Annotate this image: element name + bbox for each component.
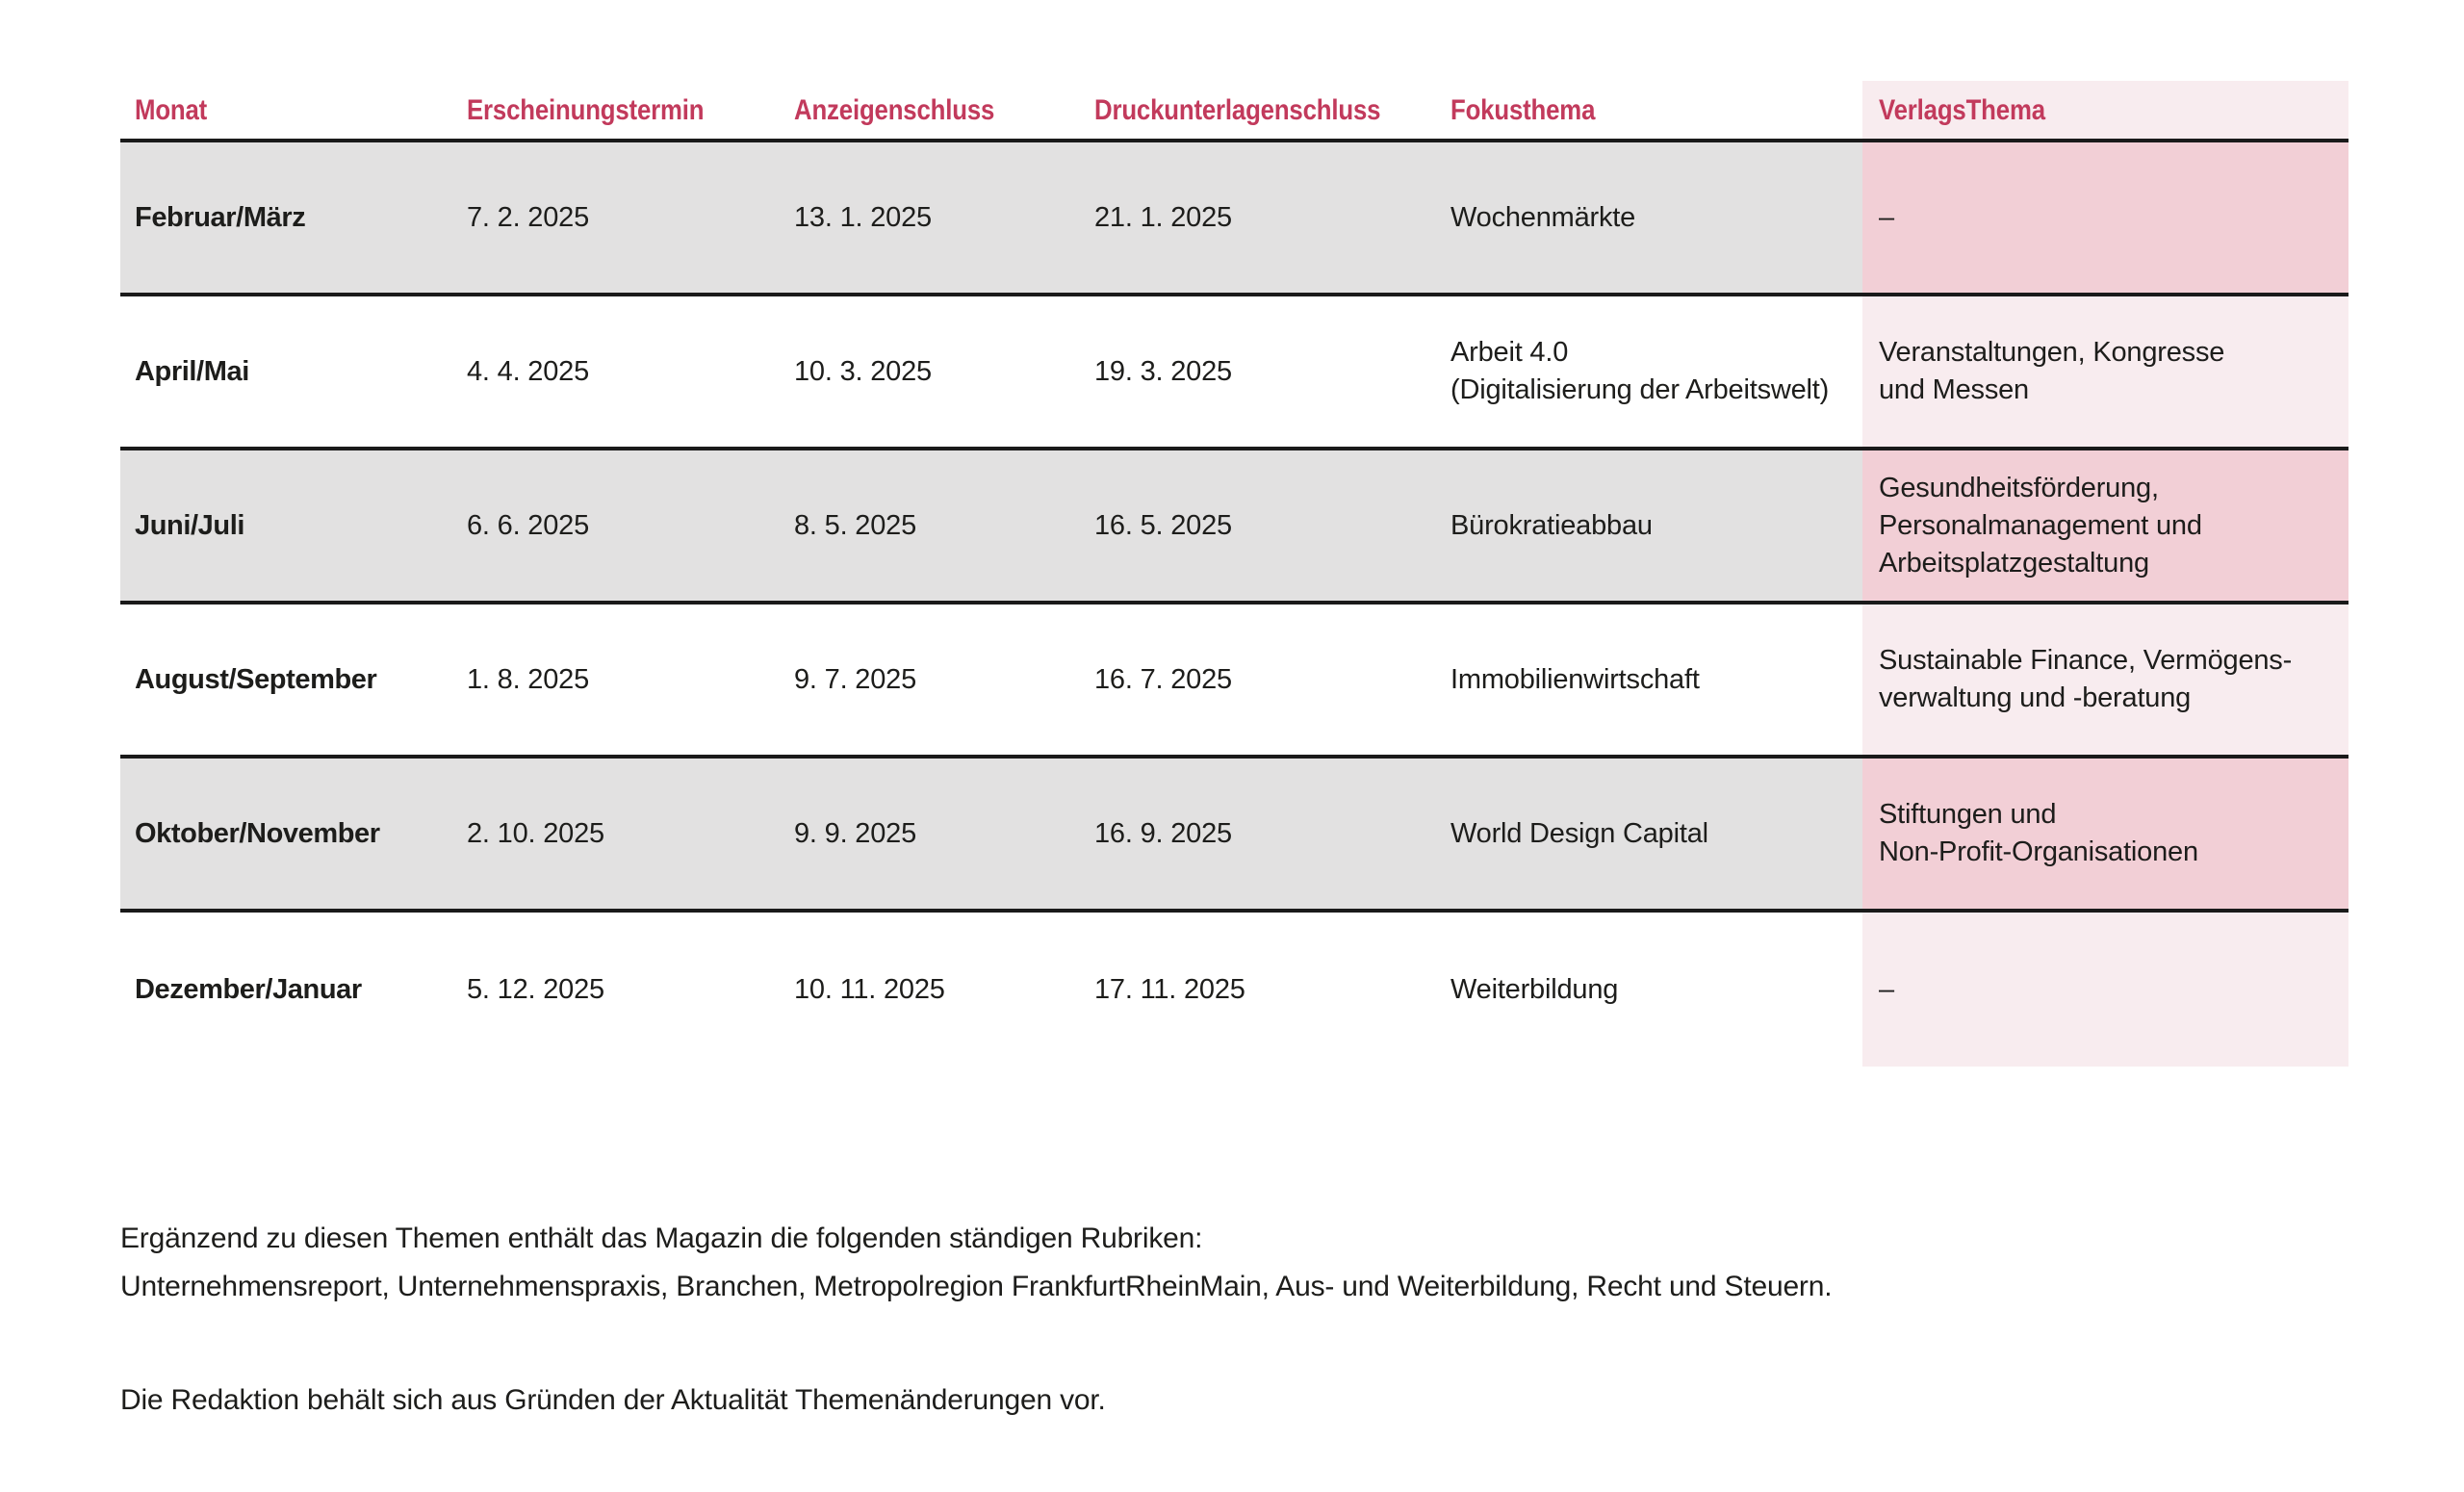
cell-monat: Februar/März [135, 201, 306, 233]
cell-druckunterlagenschluss: 16. 9. 2025 [1094, 817, 1232, 849]
cell-druckunterlagenschluss: 21. 1. 2025 [1094, 201, 1232, 233]
cell-fokusthema: Weiterbildung [1450, 973, 1619, 1005]
cell-fokusthema: Immobilienwirtschaft [1450, 663, 1700, 695]
column-header-monat: Monat [135, 93, 208, 126]
table-row-juni-juli: Juni/Juli 6. 6. 2025 8. 5. 2025 16. 5. 2… [120, 450, 2348, 605]
table-header-row: Monat Erscheinungstermin Anzeigenschluss… [120, 81, 2348, 142]
cell-anzeigenschluss: 8. 5. 2025 [794, 509, 916, 541]
column-header-verlagsthema: VerlagsThema [1862, 81, 2348, 139]
column-header-fokusthema: Fokusthema [1450, 93, 1596, 126]
cell-anzeigenschluss: 9. 9. 2025 [794, 817, 916, 849]
cell-druckunterlagenschluss: 19. 3. 2025 [1094, 355, 1232, 387]
cell-verlagsthema: – [1862, 913, 2348, 1067]
cell-verlagsthema: Veranstaltungen, Kongresse und Messen [1862, 296, 2348, 447]
cell-monat: April/Mai [135, 355, 249, 387]
cell-monat: August/September [135, 663, 377, 695]
cell-verlagsthema: Gesundheitsförderung, Personalmanagement… [1862, 450, 2348, 601]
cell-verlagsthema: – [1862, 142, 2348, 293]
cell-erscheinungstermin: 5. 12. 2025 [467, 973, 604, 1005]
cell-erscheinungstermin: 6. 6. 2025 [467, 509, 589, 541]
cell-anzeigenschluss: 9. 7. 2025 [794, 663, 916, 695]
column-header-druckunterlagenschluss: Druckunterlagenschluss [1094, 93, 1381, 126]
cell-druckunterlagenschluss: 16. 7. 2025 [1094, 663, 1232, 695]
cell-druckunterlagenschluss: 17. 11. 2025 [1094, 973, 1245, 1005]
table-row-april-mai: April/Mai 4. 4. 2025 10. 3. 2025 19. 3. … [120, 296, 2348, 450]
cell-anzeigenschluss: 13. 1. 2025 [794, 201, 932, 233]
cell-erscheinungstermin: 4. 4. 2025 [467, 355, 589, 387]
cell-erscheinungstermin: 2. 10. 2025 [467, 817, 604, 849]
cell-anzeigenschluss: 10. 11. 2025 [794, 973, 945, 1005]
cell-fokusthema: Wochenmärkte [1450, 201, 1636, 233]
column-header-anzeigenschluss: Anzeigenschluss [794, 93, 995, 126]
publication-schedule-table: Monat Erscheinungstermin Anzeigenschluss… [120, 81, 2348, 1067]
standing-rubrics-note: Ergänzend zu diesen Themen enthält das M… [120, 1215, 2382, 1311]
editorial-disclaimer: Die Redaktion behält sich aus Gründen de… [120, 1384, 1106, 1416]
cell-fokusthema: Bürokratieabbau [1450, 509, 1653, 541]
column-header-erscheinungstermin: Erscheinungstermin [467, 93, 705, 126]
cell-monat: Juni/Juli [135, 509, 245, 541]
cell-anzeigenschluss: 10. 3. 2025 [794, 355, 932, 387]
cell-fokusthema: World Design Capital [1450, 817, 1708, 849]
table-row-dezember-januar: Dezember/Januar 5. 12. 2025 10. 11. 2025… [120, 913, 2348, 1067]
cell-erscheinungstermin: 7. 2. 2025 [467, 201, 589, 233]
cell-erscheinungstermin: 1. 8. 2025 [467, 663, 589, 695]
rubrics-intro-line: Ergänzend zu diesen Themen enthält das M… [120, 1222, 1203, 1254]
table-row-februar-maerz: Februar/März 7. 2. 2025 13. 1. 2025 21. … [120, 142, 2348, 296]
cell-monat: Oktober/November [135, 817, 380, 849]
table-row-oktober-november: Oktober/November 2. 10. 2025 9. 9. 2025 … [120, 759, 2348, 913]
cell-monat: Dezember/Januar [135, 973, 362, 1005]
cell-verlagsthema: Stiftungen und Non-Profit-Organisationen [1862, 759, 2348, 909]
cell-fokusthema: Arbeit 4.0 (Digitalisierung der Arbeitsw… [1450, 337, 1830, 405]
table-row-august-september: August/September 1. 8. 2025 9. 7. 2025 1… [120, 605, 2348, 759]
cell-verlagsthema: Sustainable Finance, Vermögens- verwaltu… [1862, 605, 2348, 755]
cell-druckunterlagenschluss: 16. 5. 2025 [1094, 509, 1232, 541]
rubrics-list-line: Unternehmensreport, Unternehmenspraxis, … [120, 1271, 1833, 1302]
